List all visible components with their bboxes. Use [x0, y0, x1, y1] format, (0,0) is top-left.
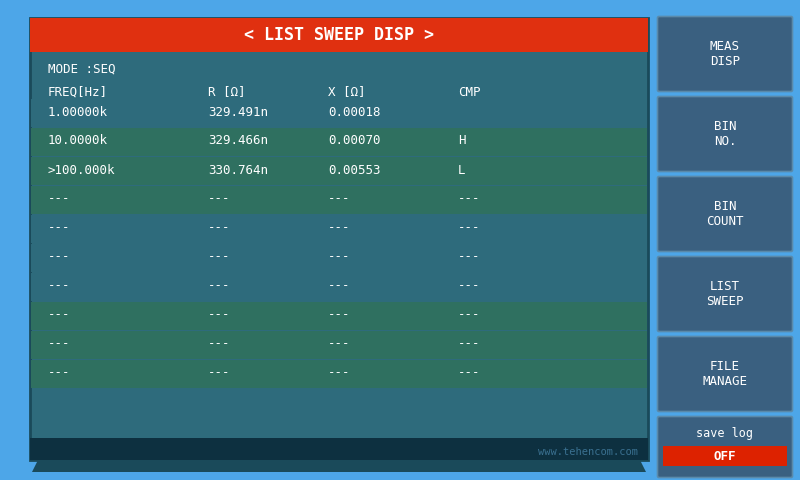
- Text: R [Ω]: R [Ω]: [208, 85, 246, 98]
- Text: 0.00070: 0.00070: [328, 134, 381, 147]
- Text: X [Ω]: X [Ω]: [328, 85, 366, 98]
- Bar: [30, 438, 648, 460]
- Text: 0.00018: 0.00018: [328, 106, 381, 119]
- FancyBboxPatch shape: [658, 177, 793, 252]
- Text: www.tehencom.com: www.tehencom.com: [538, 447, 638, 457]
- Text: ---: ---: [458, 367, 481, 380]
- Text: ---: ---: [458, 221, 481, 235]
- Text: BIN
NO.: BIN NO.: [714, 120, 736, 148]
- Text: ---: ---: [458, 279, 481, 292]
- FancyBboxPatch shape: [658, 417, 793, 478]
- Text: < LIST SWEEP DISP >: < LIST SWEEP DISP >: [244, 26, 434, 44]
- Bar: [31, 360, 647, 387]
- Text: 329.491n: 329.491n: [208, 106, 268, 119]
- Text: H: H: [458, 134, 466, 147]
- Text: ---: ---: [48, 221, 70, 235]
- Text: ---: ---: [458, 251, 481, 264]
- Polygon shape: [32, 460, 646, 472]
- Text: ---: ---: [208, 367, 230, 380]
- Bar: [31, 215, 647, 242]
- Bar: [30, 18, 648, 460]
- Text: ---: ---: [458, 337, 481, 350]
- Text: ---: ---: [328, 251, 350, 264]
- Text: ---: ---: [48, 279, 70, 292]
- Text: ---: ---: [328, 367, 350, 380]
- Text: 330.764n: 330.764n: [208, 164, 268, 177]
- Text: CMP: CMP: [458, 85, 481, 98]
- Text: ---: ---: [48, 337, 70, 350]
- Bar: [31, 273, 647, 300]
- Text: OFF: OFF: [714, 449, 736, 463]
- Bar: [31, 128, 647, 156]
- Text: ---: ---: [208, 192, 230, 205]
- Text: FILE
MANAGE: FILE MANAGE: [702, 360, 747, 388]
- FancyBboxPatch shape: [658, 16, 793, 92]
- Bar: [31, 98, 647, 127]
- Text: ---: ---: [328, 337, 350, 350]
- Text: FREQ[Hz]: FREQ[Hz]: [48, 85, 108, 98]
- Bar: [31, 156, 647, 184]
- Text: ---: ---: [208, 337, 230, 350]
- Text: >100.000k: >100.000k: [48, 164, 115, 177]
- Bar: [31, 301, 647, 329]
- Text: MEAS
DISP: MEAS DISP: [710, 40, 740, 68]
- Text: BIN
COUNT: BIN COUNT: [706, 200, 744, 228]
- Text: 329.466n: 329.466n: [208, 134, 268, 147]
- Text: save log: save log: [697, 428, 754, 441]
- Bar: [663, 446, 787, 466]
- Text: ---: ---: [48, 367, 70, 380]
- Text: ---: ---: [328, 221, 350, 235]
- Text: ---: ---: [328, 309, 350, 322]
- Text: ---: ---: [328, 279, 350, 292]
- Text: ---: ---: [208, 309, 230, 322]
- Bar: [31, 331, 647, 359]
- Text: ---: ---: [458, 309, 481, 322]
- Text: MODE :SEQ: MODE :SEQ: [48, 62, 115, 75]
- Bar: [31, 185, 647, 214]
- Text: ---: ---: [48, 309, 70, 322]
- Text: ---: ---: [208, 279, 230, 292]
- Text: ---: ---: [458, 192, 481, 205]
- Bar: [30, 18, 648, 52]
- Text: ---: ---: [208, 251, 230, 264]
- Text: 10.0000k: 10.0000k: [48, 134, 108, 147]
- Text: ---: ---: [328, 192, 350, 205]
- FancyBboxPatch shape: [658, 256, 793, 332]
- FancyBboxPatch shape: [658, 96, 793, 171]
- Text: ---: ---: [208, 221, 230, 235]
- Bar: [31, 243, 647, 272]
- Text: 1.00000k: 1.00000k: [48, 106, 108, 119]
- Text: LIST
SWEEP: LIST SWEEP: [706, 280, 744, 308]
- Text: 0.00553: 0.00553: [328, 164, 381, 177]
- FancyBboxPatch shape: [658, 336, 793, 411]
- Text: ---: ---: [48, 251, 70, 264]
- Text: ---: ---: [48, 192, 70, 205]
- Text: L: L: [458, 164, 466, 177]
